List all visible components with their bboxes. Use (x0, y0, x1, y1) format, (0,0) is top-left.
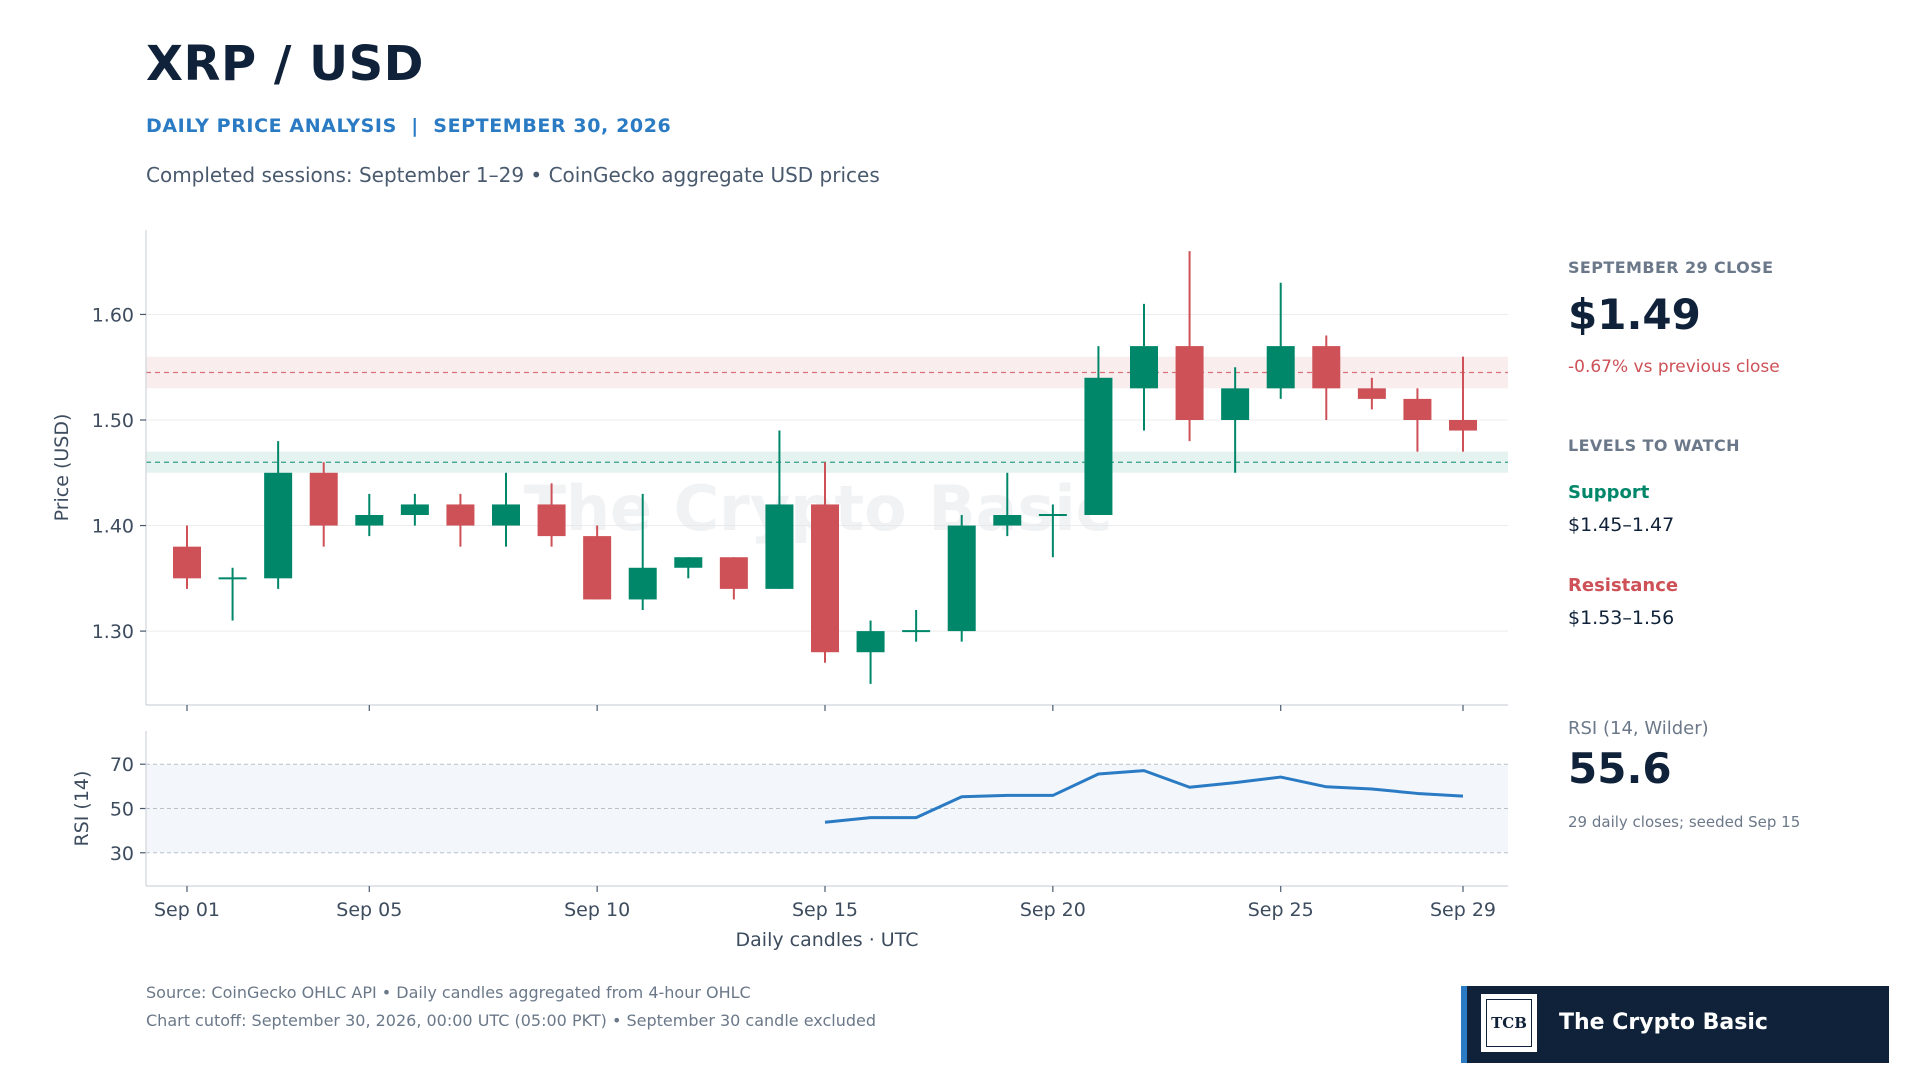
brand-name: The Crypto Basic (1559, 1010, 1768, 1035)
price-ylabel: Price (USD) (51, 414, 73, 522)
support-label: Support (1568, 482, 1650, 503)
rsi-value: 55.6 (1568, 744, 1672, 793)
xtick-label: Sep 20 (1020, 899, 1086, 921)
xtick-label: Sep 25 (1248, 899, 1314, 921)
candle-body (765, 504, 794, 589)
xtick-label: Sep 29 (1430, 899, 1496, 921)
rsi-ylabel: RSI (14) (71, 771, 93, 847)
xtick-label: Sep 10 (564, 899, 630, 921)
candle-body (264, 472, 293, 579)
page-title: XRP / USD (146, 36, 424, 92)
close-label: SEPTEMBER 29 CLOSE (1568, 258, 1774, 277)
rsi-ytick-label: 30 (110, 843, 134, 865)
levels-label: LEVELS TO WATCH (1568, 436, 1740, 455)
rsi-label: RSI (14, Wilder) (1568, 718, 1709, 739)
close-value: $1.49 (1568, 290, 1701, 339)
cutoff-note: Chart cutoff: September 30, 2026, 00:00 … (146, 1011, 876, 1030)
candle-body (583, 536, 612, 600)
change-text: -0.67% vs previous close (1568, 357, 1780, 377)
xtick-label: Sep 15 (792, 899, 858, 921)
rsi-line (824, 769, 1464, 824)
brand-logo-letters: TCB (1486, 999, 1532, 1047)
brand-banner: TCB The Crypto Basic (1461, 986, 1889, 1063)
candle-body (446, 504, 475, 526)
price-ytick-label: 1.30 (92, 621, 134, 643)
candle-body (993, 515, 1022, 526)
brand-logo: TCB (1481, 994, 1537, 1052)
candle-body (1175, 346, 1204, 420)
xtick-label: Sep 05 (336, 899, 402, 921)
resistance-label: Resistance (1568, 575, 1679, 596)
candle-body (1084, 377, 1113, 515)
candle-body (902, 630, 931, 633)
candle-body (1403, 398, 1432, 420)
candle-body (719, 557, 748, 589)
price-ytick-label: 1.50 (92, 410, 134, 432)
x-axis-label: Daily candles · UTC (736, 929, 919, 951)
candle-body (309, 472, 338, 526)
candle-body (811, 504, 839, 653)
candle-body (1221, 388, 1250, 420)
resistance-band (146, 356, 1508, 389)
source-note: Source: CoinGecko OHLC API • Daily candl… (146, 983, 751, 1002)
candle-body (173, 546, 201, 579)
candle-body (218, 577, 247, 580)
candle-body (674, 557, 703, 568)
support-band (146, 451, 1508, 473)
xtick-label: Sep 01 (154, 899, 220, 921)
candle-body (856, 631, 885, 653)
resistance-value: $1.53–1.56 (1568, 607, 1675, 629)
candle-body (355, 515, 384, 526)
candle-body (1038, 514, 1067, 516)
candle-body (947, 525, 976, 632)
rsi-ytick-label: 70 (110, 754, 134, 776)
support-value: $1.45–1.47 (1568, 514, 1675, 536)
candle-body (1130, 346, 1158, 389)
page-subtitle: DAILY PRICE ANALYSIS | SEPTEMBER 30, 202… (146, 115, 672, 137)
price-ytick-label: 1.60 (92, 304, 134, 326)
candle-body (1312, 346, 1341, 389)
candle-body (1266, 346, 1295, 389)
page-description: Completed sessions: September 1–29 • Coi… (146, 163, 880, 187)
candle-body (400, 504, 429, 515)
candle-body (537, 504, 566, 537)
rsi-ytick-label: 50 (110, 799, 134, 821)
candle-body (1449, 420, 1477, 431)
candle-body (1357, 388, 1386, 399)
rsi-note: 29 daily closes; seeded Sep 15 (1568, 813, 1801, 831)
candle-body (492, 504, 520, 526)
candle-body (628, 567, 657, 600)
price-ytick-label: 1.40 (92, 516, 134, 538)
